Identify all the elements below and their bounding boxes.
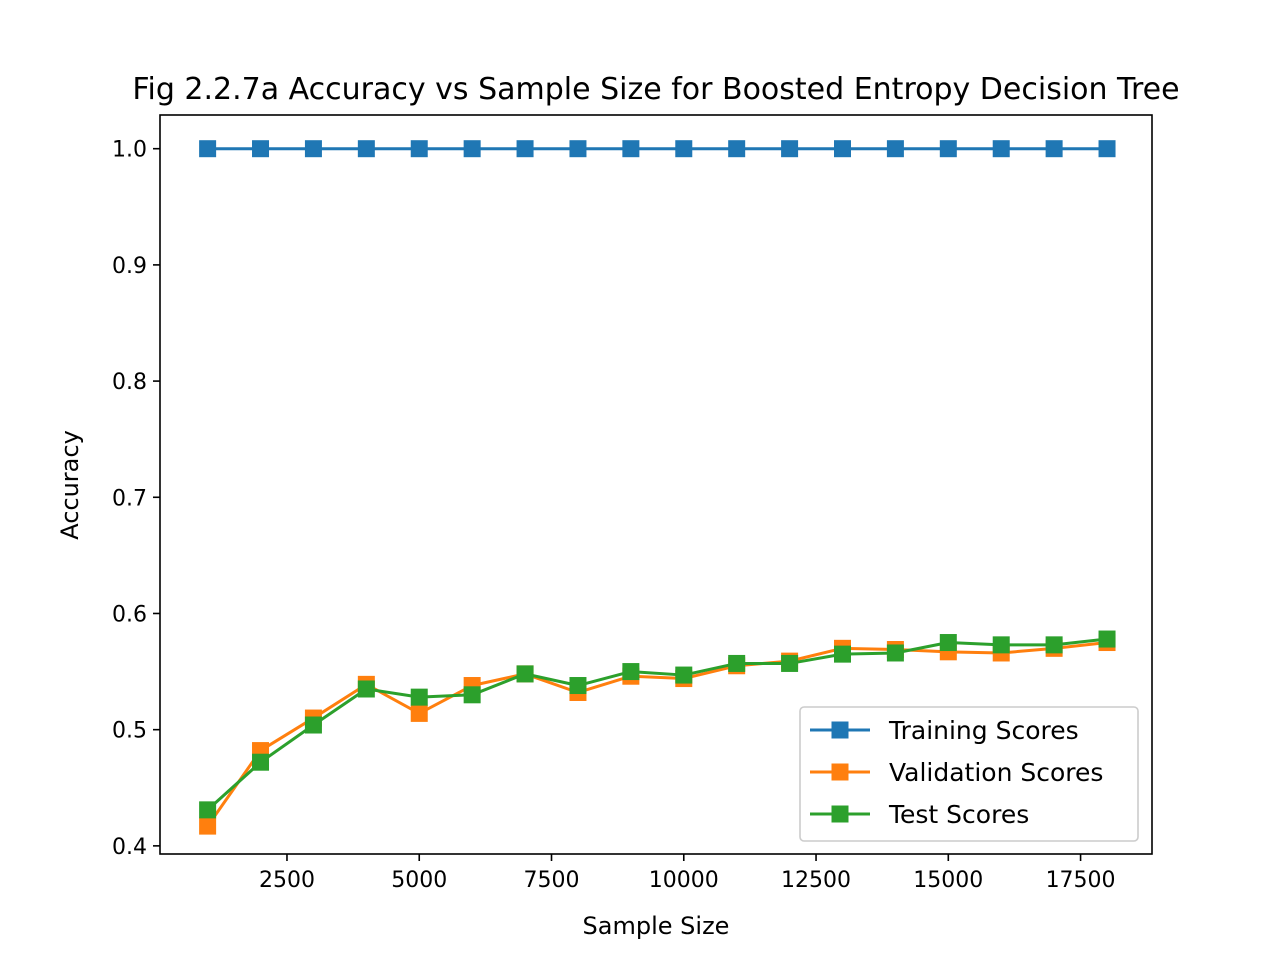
data-point-training-scores xyxy=(410,140,428,158)
y-tick-label: 0.7 xyxy=(112,486,147,511)
x-tick-label: 15000 xyxy=(913,868,983,893)
data-point-test-scores xyxy=(675,666,693,684)
data-point-training-scores xyxy=(516,140,534,158)
y-tick-label: 1.0 xyxy=(112,138,147,163)
data-point-test-scores xyxy=(569,677,587,695)
data-point-test-scores xyxy=(304,716,322,734)
data-point-test-scores xyxy=(939,634,957,652)
data-point-training-scores xyxy=(463,140,481,158)
data-point-test-scores xyxy=(252,753,270,771)
legend-box xyxy=(799,706,1139,842)
y-axis-label: Accuracy xyxy=(56,430,84,540)
data-point-test-scores xyxy=(516,665,534,683)
data-point-training-scores xyxy=(1098,140,1116,158)
data-point-training-scores xyxy=(569,140,587,158)
data-point-training-scores xyxy=(1045,140,1063,158)
data-point-training-scores xyxy=(992,140,1010,158)
x-tick-label: 17500 xyxy=(1046,868,1116,893)
legend-swatch-marker xyxy=(831,721,849,739)
data-point-training-scores xyxy=(675,140,693,158)
y-tick-label: 0.8 xyxy=(112,370,147,395)
data-point-test-scores xyxy=(834,645,851,663)
legend-label: Test Scores xyxy=(888,800,1029,829)
legend-swatch-marker xyxy=(831,805,849,823)
legend: Training Scores Validation Scores Test Sco… xyxy=(799,706,1139,842)
series-line-validation-scores xyxy=(206,641,1108,827)
series-line-test-scores xyxy=(206,637,1108,811)
data-point-training-scores xyxy=(199,140,217,158)
legend-label: Validation Scores xyxy=(889,758,1103,787)
x-tick-label: 5000 xyxy=(391,868,447,893)
y-tick-label: 0.9 xyxy=(112,254,147,279)
data-point-training-scores xyxy=(728,140,746,158)
y-tick-label: 0.4 xyxy=(112,835,147,860)
y-tick-label: 0.5 xyxy=(112,719,147,744)
data-point-training-scores xyxy=(622,140,640,158)
data-point-test-scores xyxy=(1098,630,1116,648)
data-point-training-scores xyxy=(781,140,799,158)
data-point-test-scores xyxy=(781,654,799,672)
x-tick-label: 12500 xyxy=(781,868,851,893)
data-point-training-scores xyxy=(304,140,322,158)
series-training-scores xyxy=(199,140,1116,158)
x-axis-label: Sample Size xyxy=(583,912,730,940)
x-tick-label: 10000 xyxy=(649,868,719,893)
data-point-test-scores xyxy=(357,680,375,698)
data-point-validation-scores xyxy=(410,704,428,722)
data-point-validation-scores xyxy=(199,817,217,835)
x-tick-label: 7500 xyxy=(524,868,580,893)
data-point-test-scores xyxy=(886,644,904,662)
data-point-training-scores xyxy=(357,140,375,158)
data-point-test-scores xyxy=(622,663,640,681)
chart-title: Fig 2.2.7a Accuracy vs Sample Size for B… xyxy=(132,72,1179,107)
data-point-test-scores xyxy=(463,686,481,704)
data-point-test-scores xyxy=(728,654,746,672)
plot-area: 2500 5000 7500 10000 12500 15000 17500 0.4 0.5 0.… xyxy=(112,138,1116,893)
data-point-test-scores xyxy=(1045,636,1063,654)
data-point-training-scores xyxy=(939,140,957,158)
legend-swatch-marker xyxy=(831,763,849,781)
y-tick-label: 0.6 xyxy=(112,602,147,627)
legend-label: Training Scores xyxy=(888,716,1079,745)
data-point-test-scores xyxy=(199,801,217,819)
plot-frame xyxy=(159,114,1153,855)
data-point-training-scores xyxy=(252,140,270,158)
data-point-training-scores xyxy=(886,140,904,158)
data-point-test-scores xyxy=(410,688,428,706)
data-point-test-scores xyxy=(992,636,1010,654)
x-tick-label: 2500 xyxy=(259,868,315,893)
data-point-training-scores xyxy=(834,140,851,158)
series-test-scores xyxy=(199,630,1116,819)
